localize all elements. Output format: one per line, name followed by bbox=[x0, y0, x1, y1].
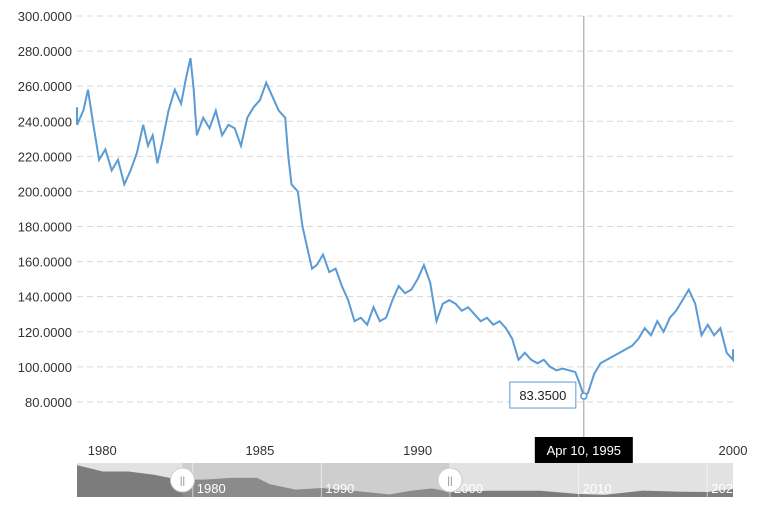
navigator-label: 1990 bbox=[325, 481, 354, 496]
right-handle-knob[interactable] bbox=[437, 467, 463, 493]
x-tick-label: 1980 bbox=[88, 443, 117, 458]
price-line[interactable] bbox=[76, 57, 734, 398]
y-tick-label: 220.0000 bbox=[18, 149, 72, 164]
right-handle-grip-icon: || bbox=[447, 476, 452, 487]
navigator-label: 1980 bbox=[197, 481, 226, 496]
value-tooltip-label: 83.3500 bbox=[519, 388, 566, 403]
y-tick-label: 160.0000 bbox=[18, 255, 72, 270]
y-tick-label: 200.0000 bbox=[18, 184, 72, 199]
y-tick-label: 140.0000 bbox=[18, 290, 72, 305]
navigator-selected-range[interactable] bbox=[182, 463, 451, 497]
y-tick-label: 260.0000 bbox=[18, 79, 72, 94]
y-tick-label: 300.0000 bbox=[18, 9, 72, 24]
y-tick-label: 100.0000 bbox=[18, 360, 72, 375]
range-navigator[interactable]: 1980 1990 2000 2010 2020 || || bbox=[77, 463, 740, 497]
x-tick-label: 1990 bbox=[403, 443, 432, 458]
value-tooltip-box bbox=[509, 381, 577, 409]
y-tick-label: 80.0000 bbox=[25, 395, 72, 410]
date-tooltip-box bbox=[534, 437, 633, 463]
navigator-right-handle[interactable]: || bbox=[437, 467, 463, 493]
y-axis-labels: 300.0000 280.0000 260.0000 240.0000 220.0000… bbox=[18, 9, 72, 410]
x-tick-label: 2000 bbox=[719, 443, 748, 458]
y-tick-label: 120.0000 bbox=[18, 325, 72, 340]
y-tick-label: 240.0000 bbox=[18, 114, 72, 129]
navigator-left-handle[interactable]: || bbox=[169, 467, 195, 493]
left-handle-knob[interactable] bbox=[169, 467, 195, 493]
navigator-label: 2020 bbox=[711, 481, 740, 496]
crosshair-point bbox=[580, 392, 588, 400]
value-tooltip: 83.3500 bbox=[509, 381, 577, 409]
navigator-label: 2010 bbox=[583, 481, 612, 496]
x-tick-label: 1985 bbox=[245, 443, 274, 458]
left-handle-grip-icon: || bbox=[180, 476, 185, 487]
date-tooltip-label: Apr 10, 1995 bbox=[547, 443, 621, 458]
x-axis-labels: 19801985199019952000 bbox=[88, 443, 748, 458]
y-tick-label: 280.0000 bbox=[18, 44, 72, 59]
navigator-series-area bbox=[77, 465, 733, 497]
y-tick-label: 180.0000 bbox=[18, 220, 72, 235]
date-tooltip: Apr 10, 1995 bbox=[534, 437, 633, 463]
